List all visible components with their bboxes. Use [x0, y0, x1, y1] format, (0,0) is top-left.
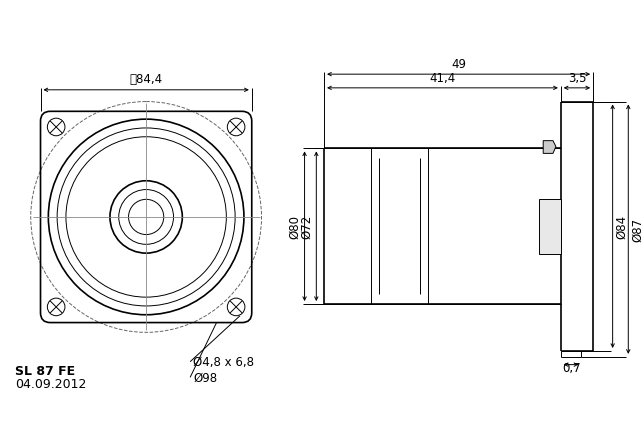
Text: Ø80: Ø80 [289, 215, 301, 239]
Text: 3,5: 3,5 [568, 72, 586, 85]
Text: Ø4,8 x 6,8: Ø4,8 x 6,8 [193, 355, 254, 369]
Text: Ø87: Ø87 [631, 218, 644, 242]
Bar [539, 200, 561, 254]
Text: 04.09.2012: 04.09.2012 [15, 377, 86, 390]
Text: 41,4: 41,4 [430, 72, 455, 85]
Text: Ø72: Ø72 [300, 215, 314, 239]
Text: 0,7: 0,7 [562, 362, 580, 375]
Polygon shape [543, 141, 556, 154]
Text: Ø98: Ø98 [193, 371, 217, 384]
Text: 49: 49 [451, 58, 466, 71]
Text: Ø84: Ø84 [616, 215, 629, 239]
Text: 84,4: 84,4 [129, 73, 163, 86]
Text: SL 87 FE: SL 87 FE [15, 365, 75, 378]
